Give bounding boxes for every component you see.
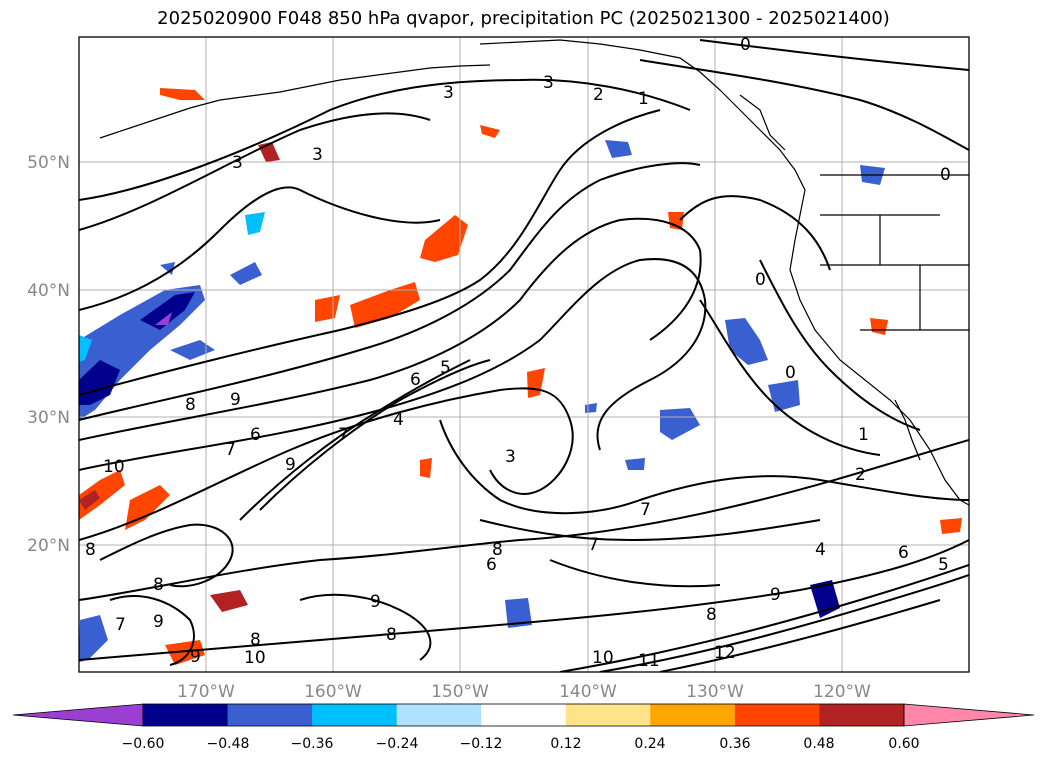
contour-label: 6 [410,370,421,390]
contour-label: 4 [393,410,404,430]
contour-label: 8 [153,575,164,595]
contour-label: 2 [593,85,604,105]
contour-label: 1 [638,89,649,109]
lon-label: 150°W [431,682,489,702]
contour-label: 3 [505,447,516,467]
colorbar-segment [819,704,905,726]
colorbar-frame [142,703,905,727]
latitude-labels: 50°N 40°N 30°N 20°N [27,153,70,556]
colorbar-tick-label: −0.60 [121,736,165,752]
contour-label: 8 [386,625,397,645]
contour-label: 9 [370,592,381,612]
contour-label: 8 [706,605,717,625]
colorbar-segment [650,704,736,726]
colorbar-extend-max [903,703,1035,727]
lon-label: 160°W [304,682,362,702]
colorbar-tick-label: −0.24 [375,736,419,752]
colorbar-segment [143,704,229,726]
map-frame [78,36,970,673]
colorbar-segment [227,704,313,726]
contour-label: 7 [115,615,126,635]
contour-label: 3 [312,145,323,165]
colorbar-segment [481,704,567,726]
lat-label: 20°N [27,536,70,556]
lon-label: 170°W [177,682,235,702]
contour-label: 4 [815,540,826,560]
contour-label: 0 [940,165,951,185]
coastlines [99,39,969,506]
contour-label: 6 [250,425,261,445]
contour-labels: 0 0 0 0 1 1 2 2 3 3 3 3 3 4 4 5 5 6 6 6 … [85,35,951,671]
longitude-labels: 170°W 160°W 150°W 140°W 130°W 120°W [177,682,871,702]
colorbar-segment [734,704,820,726]
lon-label: 120°W [813,682,871,702]
colorbar-tick-label: −0.12 [459,736,503,752]
colorbar-segment [312,704,398,726]
contour-label: 3 [543,73,554,93]
contour-label: 0 [785,363,796,383]
qvapor-contours [79,39,969,672]
colorbar-segment [565,704,651,726]
contour-label: 0 [755,270,766,290]
colorbar-tick-label: 0.12 [550,736,582,752]
contour-label: 3 [443,83,454,103]
contour-label: 1 [858,425,869,445]
contour-label: 10 [244,648,266,668]
contour-label: 7 [640,500,651,520]
contour-label: 9 [285,455,296,475]
colorbar-tick-label: 0.48 [803,736,835,752]
contour-label: 7 [338,425,349,445]
lat-label: 40°N [27,281,70,301]
contour-label: 9 [230,390,241,410]
contour-label: 0 [740,35,751,55]
contour-label: 8 [185,395,196,415]
colorbar [12,703,1035,727]
colorbar-segment [396,704,482,726]
colorbar-tick-label: 0.24 [634,736,666,752]
contour-label: 6 [898,543,909,563]
lat-label: 50°N [27,153,70,173]
contour-label: 8 [492,540,503,560]
lon-label: 130°W [686,682,744,702]
contour-label: 10 [592,648,614,668]
contour-label: 10 [103,457,125,477]
lon-label: 140°W [559,682,617,702]
lat-label: 30°N [27,408,70,428]
map-title: 2025020900 F048 850 hPa qvapor, precipit… [157,8,890,29]
contour-label: 11 [638,651,660,671]
contour-label: 9 [770,585,781,605]
contour-label: 8 [85,540,96,560]
colorbar-tick-label: 0.36 [719,736,751,752]
colorbar-extend-min [12,703,144,727]
contour-label: 2 [855,465,866,485]
contour-label: 5 [440,358,451,378]
colorbar-tick-label: 0.60 [888,736,920,752]
contour-label: 8 [250,630,261,650]
colorbar-tick-label: −0.48 [206,736,250,752]
colorbar-tick-label: −0.36 [290,736,334,752]
contour-label: 9 [190,647,201,667]
contour-label: 7 [588,535,599,555]
contour-label: 3 [232,153,243,173]
contour-label: 7 [225,440,236,460]
contour-label: 9 [153,612,164,632]
contour-label: 5 [938,555,949,575]
contour-label: 12 [714,643,736,663]
contour-label: 6 [486,555,497,575]
